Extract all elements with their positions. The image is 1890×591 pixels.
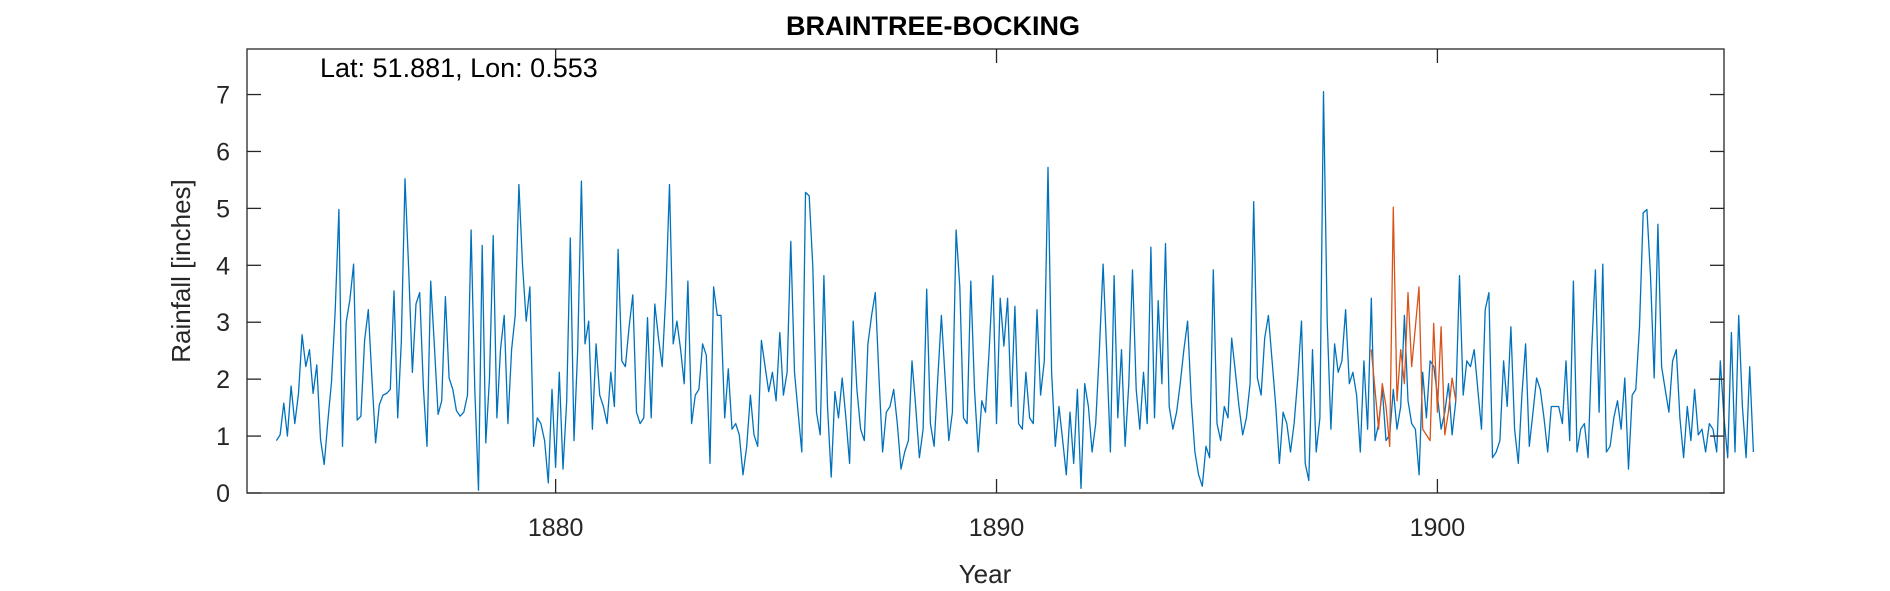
series-line-1 (275, 91, 1755, 491)
y-tick-label: 1 (216, 423, 230, 451)
tick-layer: 0 1 2 3 4 5 6 7 1880 1890 1900 (216, 49, 1724, 542)
x-tick-label: 1890 (969, 514, 1025, 542)
y-axis-label: Rainfall [inches] (166, 179, 196, 363)
y-tick-label: 2 (216, 366, 230, 394)
x-tick-label: 1880 (528, 514, 584, 542)
chart-title: BRAINTREE-BOCKING (786, 11, 1080, 41)
series-layer (275, 91, 1755, 491)
y-tick-label: 5 (216, 195, 230, 223)
y-tick-label: 3 (216, 309, 230, 337)
x-tick-label: 1900 (1410, 514, 1466, 542)
series-line-2 (1370, 206, 1457, 447)
location-annotation: Lat: 51.881, Lon: 0.553 (320, 53, 598, 83)
y-tick-label: 4 (216, 252, 230, 280)
x-axis-label: Year (959, 559, 1012, 589)
plot-area (246, 48, 1725, 494)
y-tick-label: 0 (216, 480, 230, 508)
y-tick-label: 7 (216, 82, 230, 110)
y-tick-label: 6 (216, 138, 230, 166)
